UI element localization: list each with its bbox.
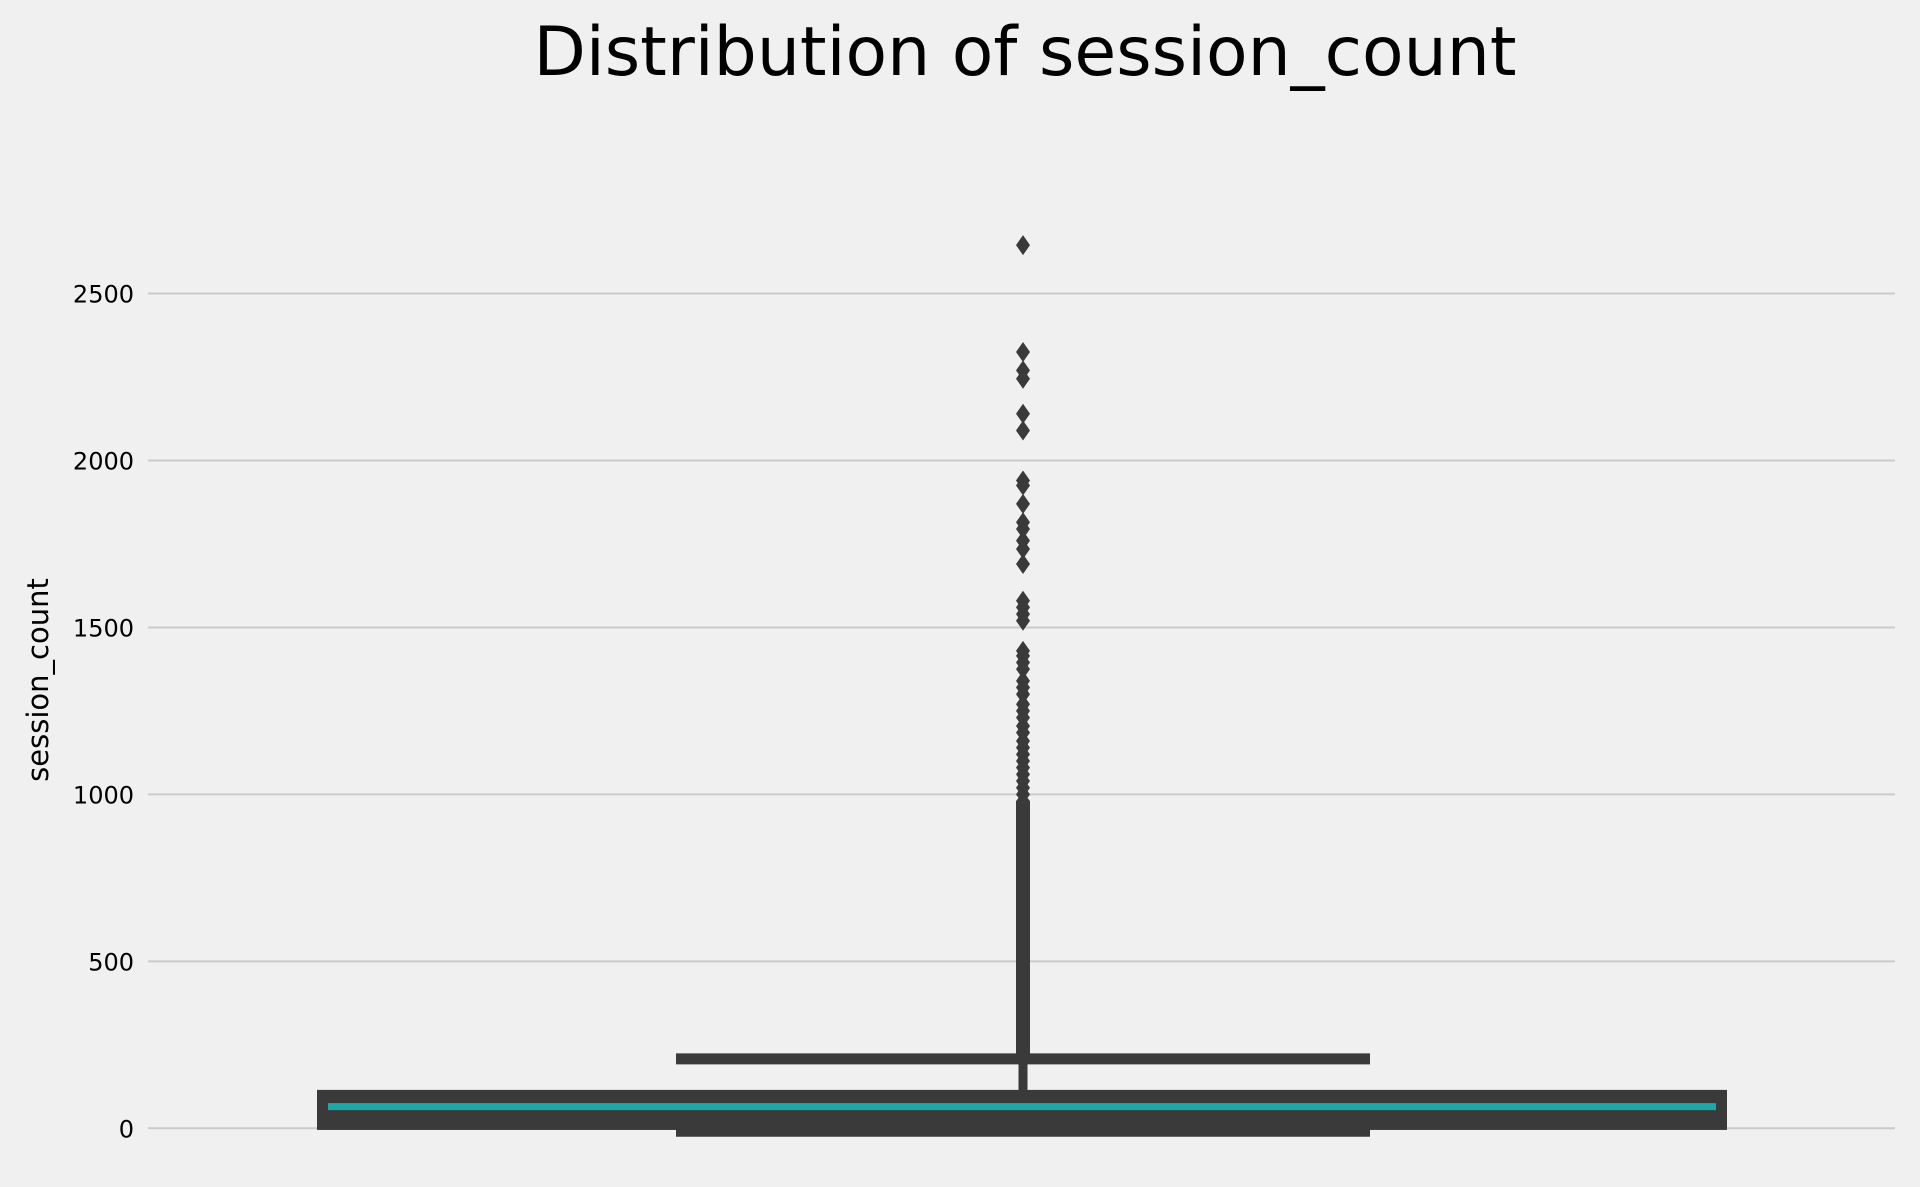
outlier-point [1016, 341, 1030, 362]
outlier-point [1016, 420, 1030, 441]
outlier-point [1016, 403, 1030, 424]
y-tick-label: 0 [119, 1115, 134, 1143]
outlier-point [1016, 784, 1030, 805]
outlier-point [1016, 554, 1030, 575]
y-tick-label: 1000 [73, 781, 134, 809]
outlier-point [1016, 659, 1030, 680]
y-tick-labels: 0 500 1000 1500 2000 2500 [73, 281, 134, 1144]
outlier-point [1016, 684, 1030, 705]
outlier-point [1016, 518, 1030, 539]
outlier-point [1016, 610, 1030, 631]
y-tick-label: 2000 [73, 448, 134, 476]
y-tick-label: 2500 [73, 281, 134, 309]
plot-area [317, 235, 1727, 1137]
outlier-point [1016, 538, 1030, 559]
outlier-point [1016, 235, 1030, 256]
outlier-point [1016, 368, 1030, 389]
chart-title: Distribution of session_count [533, 13, 1516, 92]
y-tick-label: 1500 [73, 614, 134, 642]
y-tick-label: 500 [88, 948, 134, 976]
y-axis-label: session_count [21, 578, 55, 782]
outlier-point [1016, 493, 1030, 514]
outlier-point [1016, 475, 1030, 496]
